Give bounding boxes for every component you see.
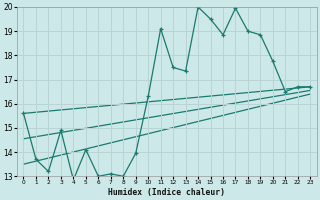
X-axis label: Humidex (Indice chaleur): Humidex (Indice chaleur) bbox=[108, 188, 225, 197]
